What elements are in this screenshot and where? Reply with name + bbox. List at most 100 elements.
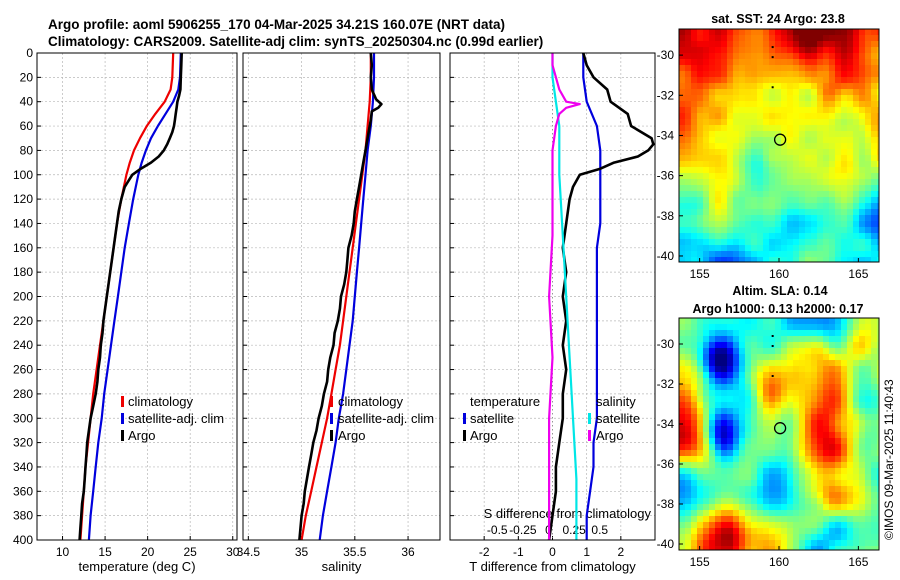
map-cell (757, 137, 763, 143)
salinity-legend: climatology satellite-adj. clim Argo (330, 394, 434, 443)
map-cell (679, 167, 685, 173)
map-cell (751, 318, 757, 324)
map-cell (715, 432, 721, 438)
map-cell (817, 324, 823, 330)
map-cell (823, 342, 829, 348)
map-cell (685, 29, 691, 35)
map-cell (703, 444, 709, 450)
map-cell (871, 474, 877, 480)
map-cell (859, 444, 865, 450)
map-cell (769, 35, 775, 41)
map-cell (757, 113, 763, 119)
track-point (771, 46, 774, 49)
map-cell (847, 354, 853, 360)
map-cell (685, 426, 691, 432)
map-cell (787, 65, 793, 71)
map-cell (733, 444, 739, 450)
map-cell (691, 522, 697, 528)
map-cell (781, 203, 787, 209)
map-cell (721, 83, 727, 89)
map-cell (865, 462, 871, 468)
map-cell (811, 336, 817, 342)
map-cell (787, 468, 793, 474)
map-cell (685, 366, 691, 372)
map-cell (841, 336, 847, 342)
map-cell (721, 444, 727, 450)
map-cell (709, 197, 715, 203)
map-cell (739, 504, 745, 510)
map-cell (775, 504, 781, 510)
map-cell (727, 456, 733, 462)
map-cell (805, 173, 811, 179)
map-cell (757, 438, 763, 444)
map-cell (835, 47, 841, 53)
map-cell (877, 245, 879, 251)
map-cell (787, 426, 793, 432)
map-cell (829, 227, 835, 233)
map-cell (751, 354, 757, 360)
x-tick-label: 1 (583, 545, 590, 559)
map-cell (715, 342, 721, 348)
map-cell (745, 426, 751, 432)
map-cell (775, 390, 781, 396)
map-cell (853, 510, 859, 516)
map-cell (685, 197, 691, 203)
map-cell (715, 384, 721, 390)
map-cell (715, 414, 721, 420)
map-cell (847, 408, 853, 414)
map-cell (793, 540, 799, 546)
map-cell (805, 143, 811, 149)
map-cell (721, 504, 727, 510)
map-cell (829, 474, 835, 480)
map-cell (793, 414, 799, 420)
map-cell (787, 215, 793, 221)
map-cell (799, 155, 805, 161)
map-cell (739, 444, 745, 450)
map-cell (721, 546, 727, 550)
map-cell (823, 324, 829, 330)
map-cell (823, 89, 829, 95)
map-cell (805, 462, 811, 468)
map-cell (829, 53, 835, 59)
map-cell (865, 504, 871, 510)
map-cell (745, 101, 751, 107)
map-cell (679, 384, 685, 390)
map-cell (847, 77, 853, 83)
map-cell (751, 516, 757, 522)
map-cell (775, 474, 781, 480)
map-cell (751, 540, 757, 546)
map-cell (721, 137, 727, 143)
legend-title-temperature: temperature (470, 394, 540, 409)
map-cell (751, 324, 757, 330)
map-cell (829, 113, 835, 119)
legend-label-s-satellite: satellite (596, 411, 640, 426)
map-cell (865, 324, 871, 330)
map-cell (733, 390, 739, 396)
map-y-tick-label: -40 (657, 537, 675, 551)
map-cell (853, 191, 859, 197)
map-cell (775, 498, 781, 504)
map-cell (841, 245, 847, 251)
map-cell (763, 239, 769, 245)
map-cell (871, 540, 877, 546)
map-cell (697, 227, 703, 233)
map-cell (745, 384, 751, 390)
map-cell (841, 432, 847, 438)
map-cell (751, 95, 757, 101)
map-cell (829, 125, 835, 131)
map-cell (745, 330, 751, 336)
map-cell (859, 77, 865, 83)
map-cell (733, 366, 739, 372)
map-cell (871, 456, 877, 462)
map-cell (727, 95, 733, 101)
map-cell (865, 113, 871, 119)
track-point (771, 335, 774, 337)
map-cell (763, 330, 769, 336)
map-cell (847, 167, 853, 173)
map-cell (817, 456, 823, 462)
map-cell (841, 462, 847, 468)
map-cell (841, 324, 847, 330)
x-tick-label: 10 (56, 545, 70, 559)
map-cell (877, 119, 879, 125)
map-cell (703, 89, 709, 95)
